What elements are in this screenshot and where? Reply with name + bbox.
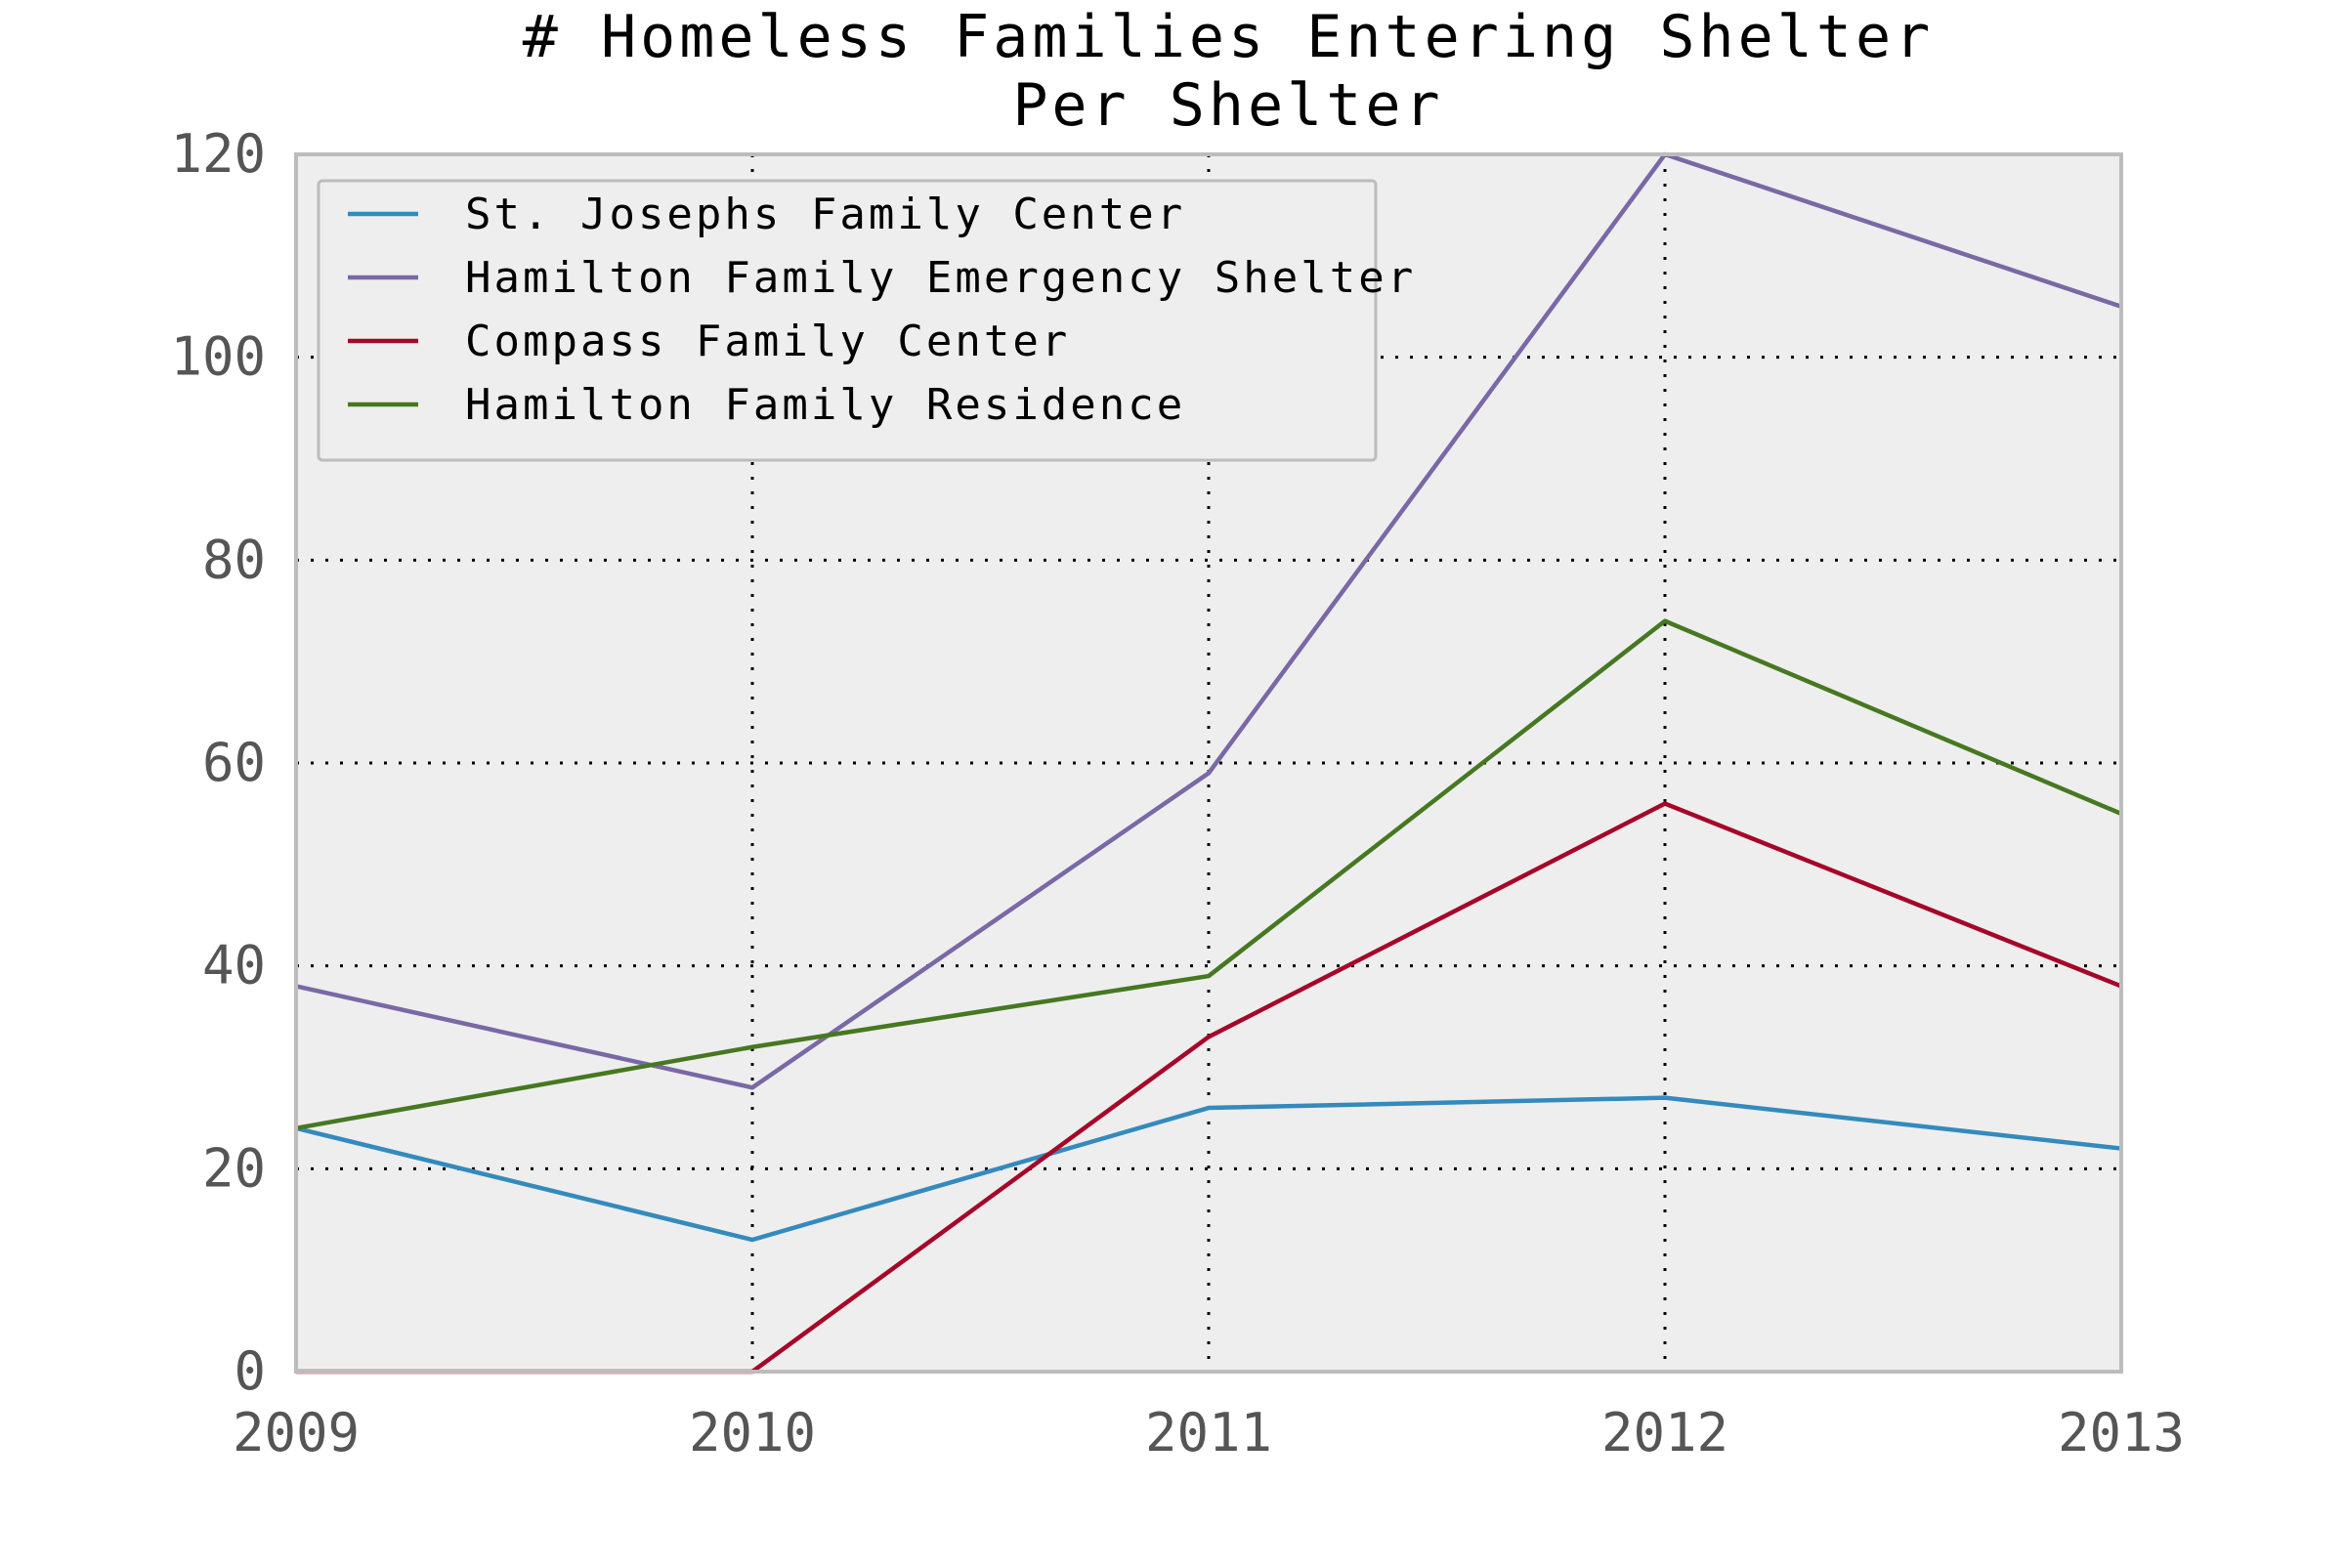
y-tick-label-40: 40 <box>202 935 266 996</box>
x-tick-label-2012: 2012 <box>1601 1402 1728 1463</box>
chart-title: # Homeless Families Entering Shelter Per … <box>523 3 1934 140</box>
legend: St. Josephs Family Center Hamilton Family… <box>317 179 1416 462</box>
legend-label-hamilton-family-emergency-shelter: Hamilton Family Emergency Shelter <box>465 253 1416 303</box>
title-line-2: Per Shelter <box>1012 71 1443 140</box>
series-line-hamilton-family-residence <box>295 618 2122 1131</box>
y-axis-ticks: 0 20 40 60 80 100 120 <box>170 123 266 1402</box>
x-tick-label-2009: 2009 <box>233 1402 360 1463</box>
series-line-hamilton-family-emergency-shelter <box>295 151 2122 1090</box>
legend-label-compass-family-center: Compass Family Center <box>465 317 1070 366</box>
y-tick-label-0: 0 <box>234 1340 266 1402</box>
series-line-st-josephs-family-center <box>295 1095 2122 1243</box>
x-tick-label-2010: 2010 <box>689 1402 816 1463</box>
legend-label-st-josephs-family-center: St. Josephs Family Center <box>465 190 1185 239</box>
y-tick-label-60: 60 <box>202 732 266 793</box>
legend-box <box>317 179 1378 462</box>
x-axis-ticks: 2009 2010 2011 2012 2013 <box>233 1402 2185 1463</box>
x-tick-label-2013: 2013 <box>2058 1402 2185 1463</box>
y-tick-label-20: 20 <box>202 1137 266 1199</box>
legend-label-hamilton-family-residence: Hamilton Family Residence <box>465 380 1185 430</box>
plot-border <box>294 152 2123 1374</box>
title-line-1: # Homeless Families Entering Shelter <box>523 3 1934 71</box>
x-tick-label-2011: 2011 <box>1145 1402 1272 1463</box>
y-tick-label-80: 80 <box>202 529 266 590</box>
y-tick-label-100: 100 <box>170 326 266 388</box>
y-tick-label-120: 120 <box>170 123 266 185</box>
